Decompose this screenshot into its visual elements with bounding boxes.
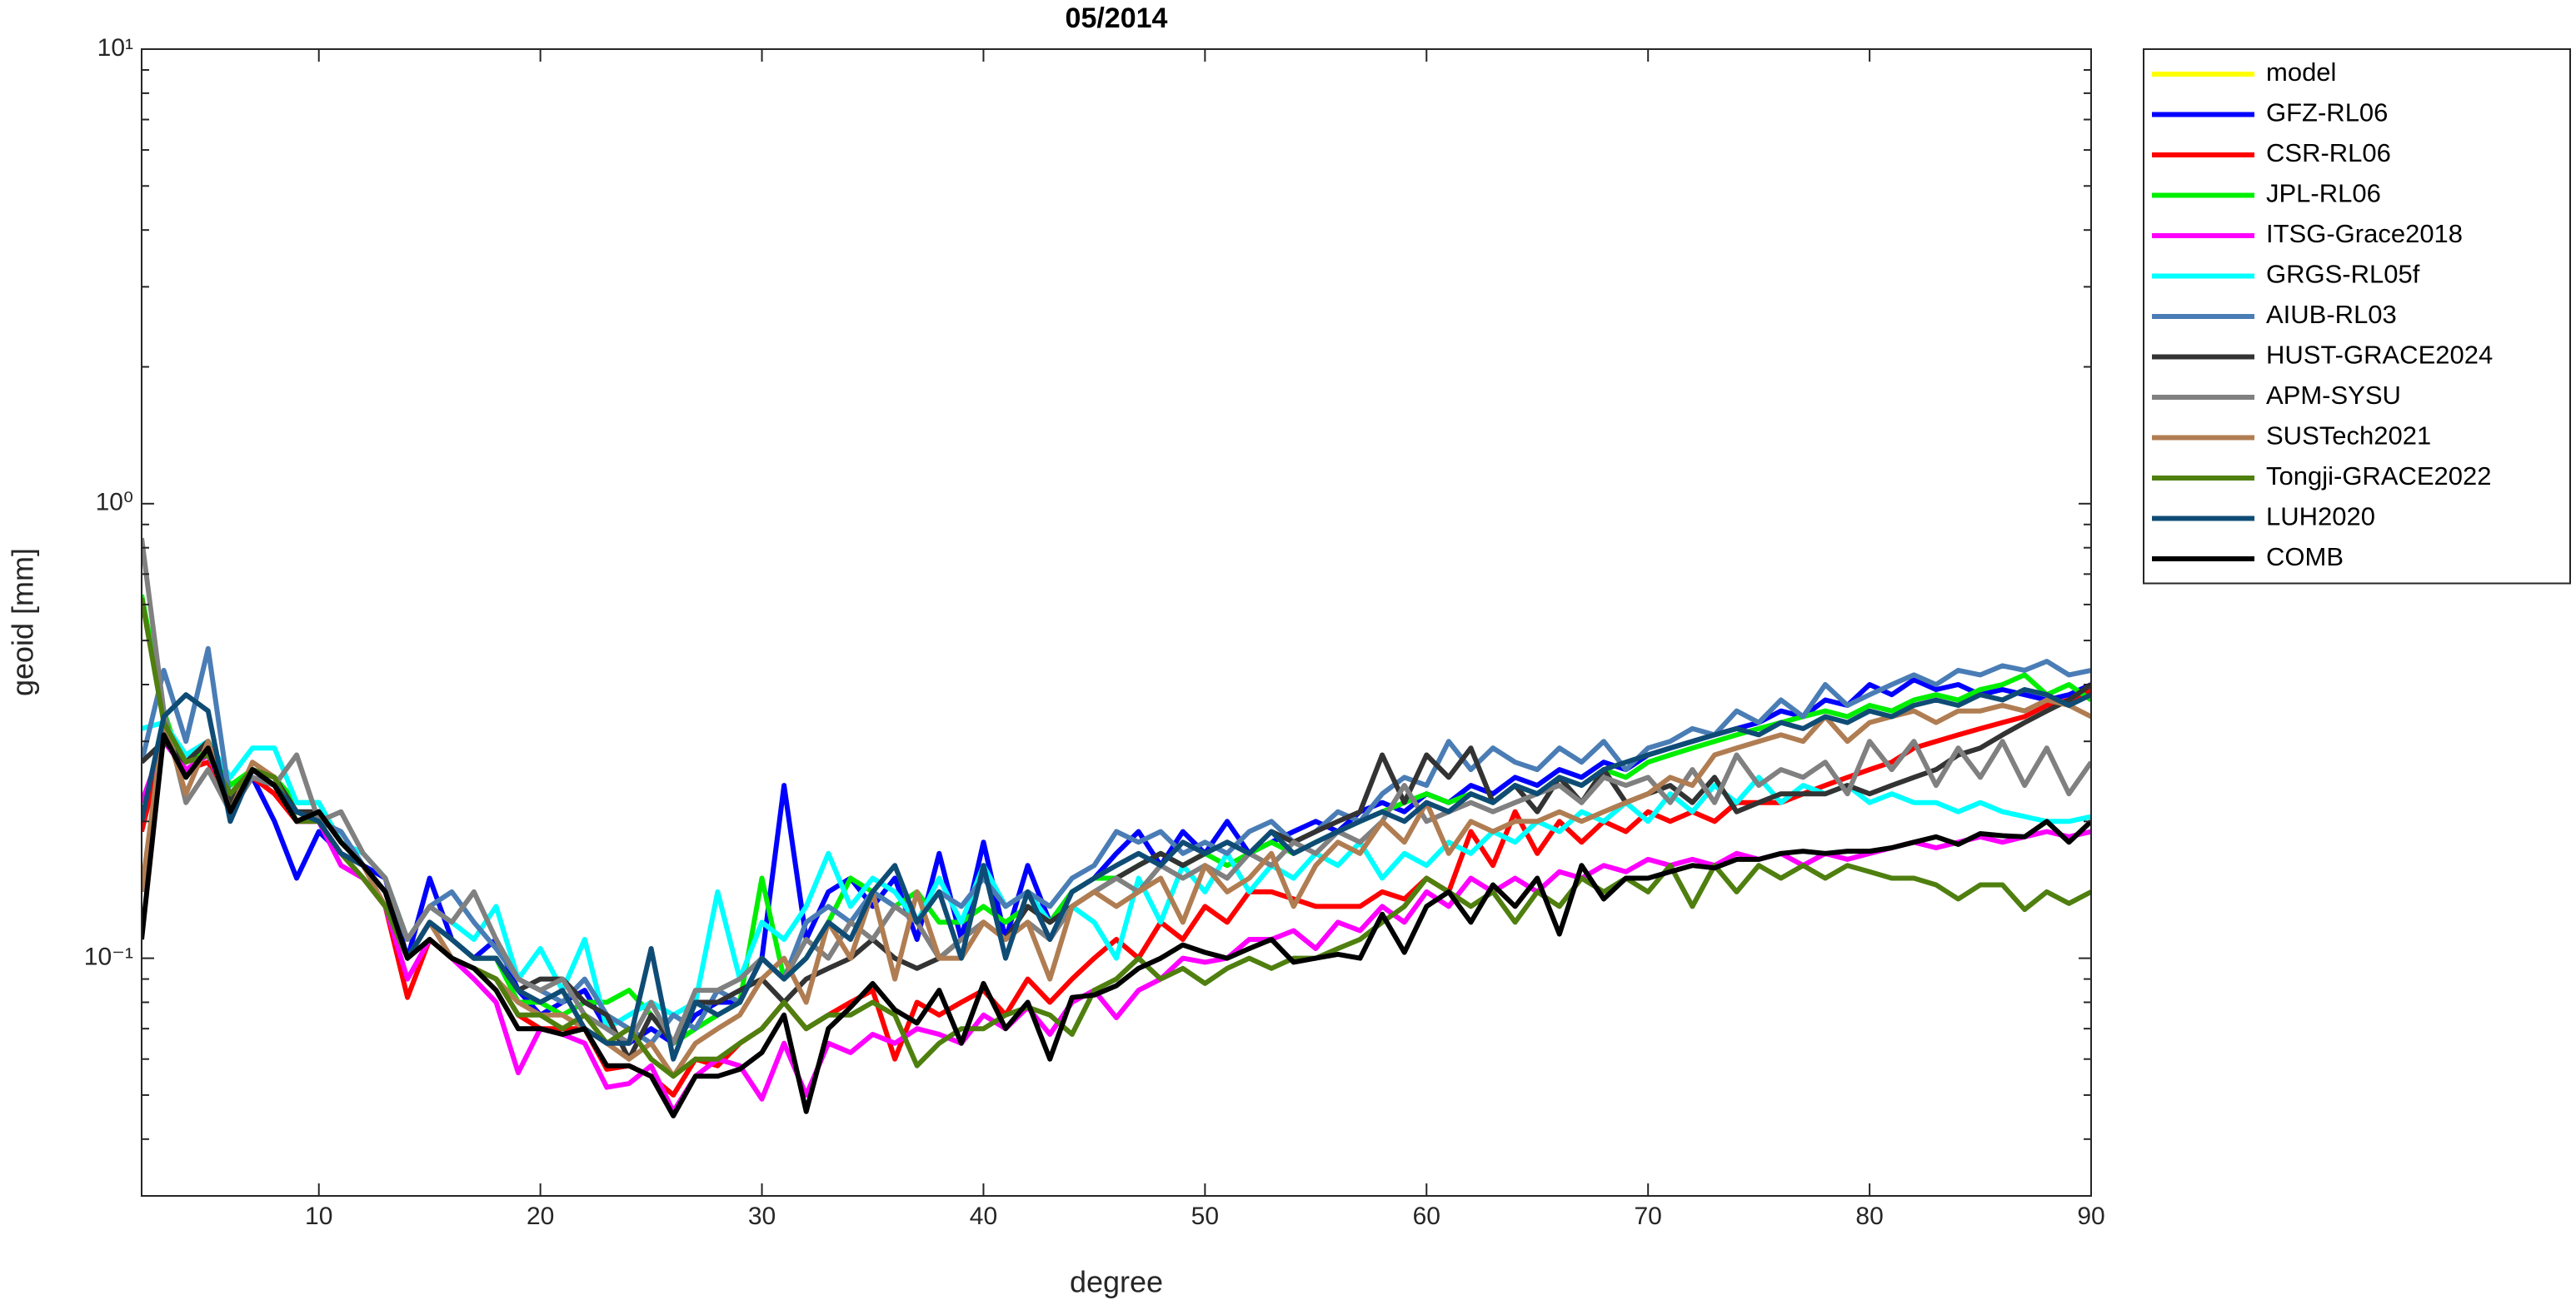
- legend-label: AIUB-RL03: [2266, 300, 2397, 329]
- legend-label: Tongji-GRACE2022: [2266, 461, 2492, 491]
- y-axis-label: geoid [mm]: [6, 548, 40, 696]
- y-tick-label: 10⁻¹: [84, 944, 133, 971]
- legend-label: GFZ-RL06: [2266, 98, 2388, 127]
- legend-label: ITSG-Grace2018: [2266, 219, 2463, 248]
- legend-label: CSR-RL06: [2266, 138, 2391, 167]
- x-tick-label: 30: [748, 1203, 776, 1230]
- x-axis-label: degree: [1070, 1265, 1163, 1299]
- series-line: [142, 687, 2091, 1062]
- legend-label: model: [2266, 57, 2336, 87]
- x-tick-label: 50: [1191, 1203, 1219, 1230]
- legend-label: HUST-GRACE2024: [2266, 341, 2493, 370]
- x-tick-label: 80: [1855, 1203, 1883, 1230]
- legend-label: GRGS-RL05f: [2266, 260, 2420, 289]
- x-tick-label: 40: [970, 1203, 997, 1230]
- x-tick-label: 90: [2077, 1203, 2104, 1230]
- series-line: [142, 720, 2091, 1032]
- x-tick-label: 10: [305, 1203, 332, 1230]
- series-line: [142, 537, 2091, 1046]
- x-tick-label: 60: [1413, 1203, 1440, 1230]
- legend-label: LUH2020: [2266, 502, 2375, 531]
- series-line: [142, 732, 2091, 1118]
- y-tick-label: 10¹: [97, 34, 133, 62]
- x-tick-label: 20: [527, 1203, 554, 1230]
- y-tick-label: 10⁰: [96, 489, 133, 516]
- legend-label: APM-SYSU: [2266, 381, 2401, 410]
- legend-label: SUSTech2021: [2266, 421, 2431, 451]
- legend-label: COMB: [2266, 542, 2344, 571]
- x-tick-label: 70: [1634, 1203, 1661, 1230]
- chart-title: 05/2014: [1066, 2, 1168, 34]
- legend-label: JPL-RL06: [2266, 179, 2381, 208]
- plot-frame: [141, 48, 2092, 1197]
- series-line: [142, 645, 2091, 1046]
